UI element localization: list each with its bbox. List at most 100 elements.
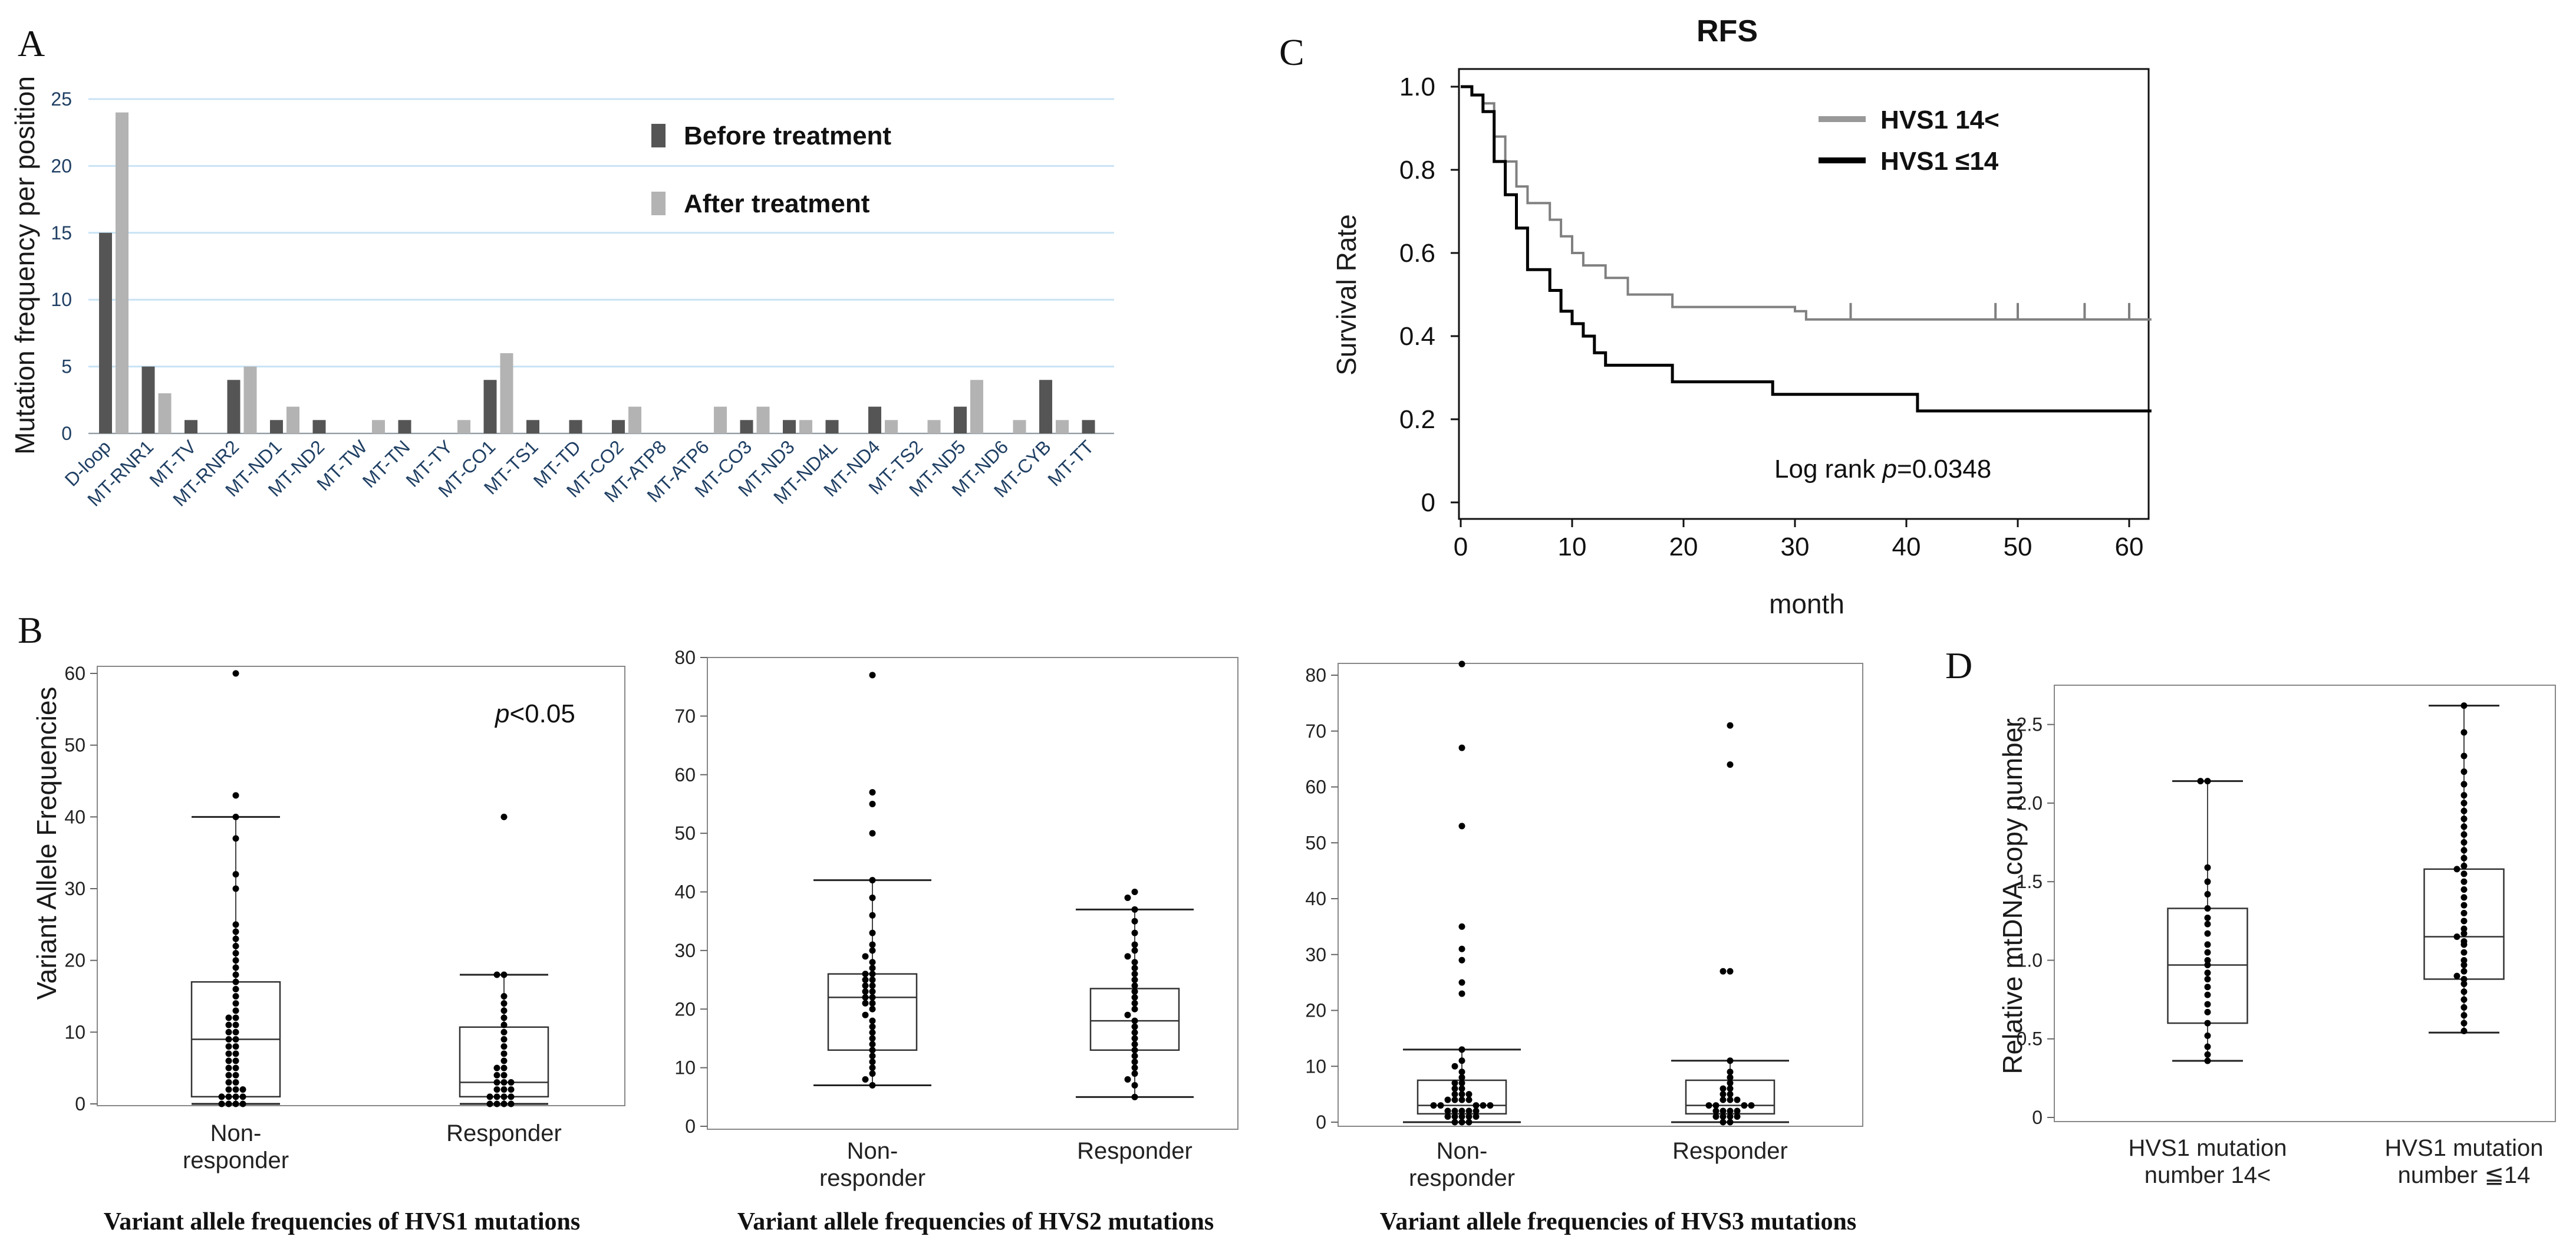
data-point (500, 1043, 508, 1050)
data-point (1719, 1113, 1727, 1120)
y-tick-label: 70 (1305, 721, 1326, 742)
data-point (1458, 1074, 1465, 1081)
data-point (2460, 961, 2468, 968)
data-point (1430, 1102, 1437, 1109)
data-point (2460, 823, 2468, 830)
data-point (2460, 816, 2468, 823)
panel-b1-p-annotation: p<0.05 (494, 699, 575, 728)
data-point (232, 1043, 239, 1050)
data-point (232, 957, 239, 964)
data-point (493, 971, 500, 978)
y-tick-label: 80 (674, 647, 696, 668)
data-point (1727, 761, 1734, 768)
category-label: Responder (1077, 1138, 1193, 1164)
data-point (1451, 1063, 1458, 1070)
data-point (232, 1079, 239, 1086)
bar-before-mt-nd2 (312, 420, 326, 433)
data-point (2204, 956, 2211, 964)
y-tick-label: 0.5 (2017, 1028, 2043, 1050)
data-point (1131, 1029, 1138, 1036)
data-point (232, 1014, 239, 1021)
y-tick-label: 70 (674, 705, 696, 726)
data-point (1131, 994, 1138, 1001)
data-point (862, 971, 869, 978)
x-tick-label: 10 (1558, 532, 1587, 561)
data-point (1734, 1107, 1741, 1115)
data-point (1727, 1080, 1734, 1087)
y-tick-label: 30 (1305, 944, 1326, 965)
bar-before-mt-tt (1082, 420, 1095, 433)
data-point (232, 835, 239, 842)
data-point (2204, 930, 2211, 937)
y-tick-label: 0 (1316, 1112, 1326, 1133)
panel-a-y-ticks: 0 5 10 15 20 25 (51, 88, 72, 444)
data-point (2460, 768, 2468, 775)
logrank-p: p (1881, 455, 1896, 484)
data-point (1458, 823, 1465, 830)
data-point (2204, 1043, 2211, 1050)
data-point (1734, 1113, 1741, 1120)
data-point (862, 994, 869, 1001)
data-point (869, 1000, 876, 1007)
data-point (500, 971, 508, 978)
b1-p-suffix: <0.05 (509, 699, 575, 728)
y-tick-label: 50 (674, 823, 696, 844)
data-point (486, 1100, 493, 1107)
data-point (2460, 975, 2468, 982)
data-point (2460, 792, 2468, 799)
data-point (2460, 1020, 2468, 1027)
data-point (1465, 1107, 1473, 1115)
bar-after-mt-co3 (756, 406, 770, 433)
y-tick-label: 40 (64, 806, 85, 827)
data-point (1727, 1096, 1734, 1103)
x-tick-label: 30 (1781, 532, 1810, 561)
bar-after-mt-cyb (1056, 420, 1069, 433)
data-point (508, 1100, 515, 1107)
data-point (869, 929, 876, 936)
data-point (486, 1093, 493, 1100)
data-point (869, 977, 876, 984)
data-point (2460, 1004, 2468, 1011)
bar-after-mt-nd4 (885, 420, 898, 433)
data-point (1131, 1000, 1138, 1007)
data-point (1458, 923, 1465, 930)
data-point (1719, 1119, 1727, 1126)
data-point (232, 1071, 239, 1079)
data-point (2204, 969, 2211, 977)
data-point (862, 982, 869, 989)
data-point (232, 871, 239, 878)
data-point (1444, 1113, 1451, 1120)
data-point (2460, 894, 2468, 901)
y-tick-label: 1.5 (2017, 871, 2043, 892)
data-point (1444, 1096, 1451, 1103)
x-tick-label: 60 (2115, 532, 2144, 561)
data-point (869, 994, 876, 1001)
plot-frame (707, 657, 1238, 1130)
data-point (2204, 1001, 2211, 1008)
data-point (508, 1079, 515, 1086)
panel-b3-caption: Variant allele frequencies of HVS3 mutat… (1380, 1208, 1856, 1235)
data-point (1719, 1085, 1727, 1092)
data-point (1451, 1091, 1458, 1098)
data-point (1480, 1102, 1487, 1109)
data-point (493, 1079, 500, 1086)
bar-after-mt-nd6 (1013, 420, 1026, 433)
data-point (1451, 1107, 1458, 1115)
data-point (1727, 1085, 1734, 1092)
data-point (2460, 847, 2468, 854)
y-tick-label: 30 (64, 878, 85, 899)
data-point (2197, 778, 2204, 785)
data-point (493, 1086, 500, 1093)
bar-before-mt-rnr1 (141, 366, 155, 433)
data-point (1712, 1113, 1719, 1120)
data-point (2204, 878, 2211, 885)
data-point (1451, 1113, 1458, 1120)
data-point (1719, 1107, 1727, 1115)
panel-label-b: B (18, 609, 43, 651)
data-point (1473, 1102, 1480, 1109)
data-point (2460, 886, 2468, 893)
y-tick-label: 0.6 (1399, 239, 1435, 268)
data-point (500, 1050, 508, 1057)
data-point (2460, 980, 2468, 987)
data-point (218, 1093, 225, 1100)
